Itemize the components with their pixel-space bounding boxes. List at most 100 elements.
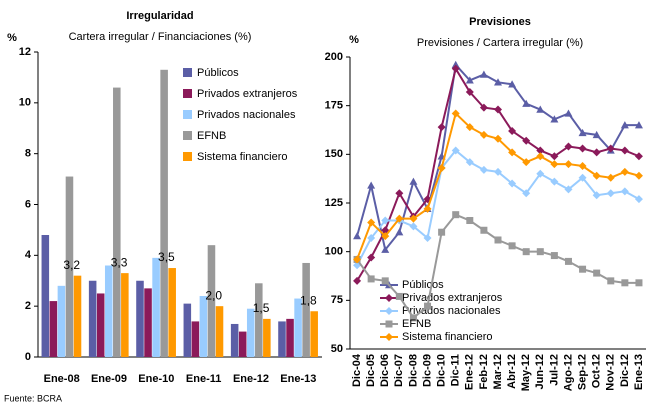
marker xyxy=(385,333,393,341)
bar xyxy=(238,331,247,357)
source: Fuente: BCRA xyxy=(4,393,62,403)
bar xyxy=(96,293,105,357)
value-label: 1,8 xyxy=(300,293,317,307)
marker xyxy=(423,234,432,243)
marker xyxy=(634,152,643,161)
marker xyxy=(451,109,460,118)
marker xyxy=(550,177,559,186)
marker xyxy=(550,160,559,169)
marker xyxy=(592,148,601,157)
x-tick-label: Ene-13 xyxy=(280,373,316,385)
marker xyxy=(578,173,587,182)
bar xyxy=(310,311,318,357)
marker xyxy=(367,218,376,227)
marker xyxy=(395,214,404,223)
x-tick-label: Nov-12 xyxy=(605,354,617,391)
bar xyxy=(183,303,192,357)
y-tick-label: 200 xyxy=(325,51,343,63)
marker xyxy=(620,167,629,176)
marker xyxy=(437,163,446,172)
marker xyxy=(451,146,460,155)
marker xyxy=(508,242,516,250)
legend-label: Sistema financiero xyxy=(197,151,288,163)
y-tick-label: 75 xyxy=(331,294,343,306)
marker xyxy=(409,314,417,322)
x-tick-label: Dic-08 xyxy=(407,354,419,387)
x-tick-label: Dic-05 xyxy=(365,354,377,387)
marker xyxy=(621,279,629,287)
legend-swatch xyxy=(183,152,192,161)
marker xyxy=(536,146,545,155)
y-tick-label: 4 xyxy=(25,249,32,261)
marker xyxy=(634,195,643,204)
bar xyxy=(246,308,255,357)
x-tick-label: Dic-12 xyxy=(619,354,631,387)
y-axis-label: % xyxy=(349,34,359,46)
marker xyxy=(592,191,601,200)
marker xyxy=(494,134,502,143)
bar xyxy=(136,280,144,357)
marker xyxy=(479,103,488,112)
x-tick-label: Ene-12 xyxy=(464,354,476,390)
y-tick-label: 8 xyxy=(25,148,31,160)
marker xyxy=(564,185,573,194)
marker xyxy=(451,60,460,68)
x-tick-label: Dic-09 xyxy=(421,354,433,387)
marker xyxy=(479,130,488,139)
x-tick-label: Dic-10 xyxy=(436,354,448,387)
y-tick-label: 6 xyxy=(25,198,31,210)
marker xyxy=(606,173,615,182)
marker xyxy=(508,80,517,88)
x-tick-label: Feb-12 xyxy=(478,354,490,389)
x-tick-label: Ene-10 xyxy=(138,373,174,385)
x-tick-label: Oct-12 xyxy=(591,354,603,388)
marker xyxy=(395,292,403,300)
chart-title: Previsiones xyxy=(469,16,531,28)
bar xyxy=(294,298,302,357)
marker xyxy=(385,294,393,302)
marker xyxy=(592,130,601,139)
x-tick-label: Dic-07 xyxy=(393,354,405,387)
x-tick-label: Ene-12 xyxy=(233,373,269,385)
marker xyxy=(479,165,488,174)
bar xyxy=(104,265,113,357)
marker xyxy=(634,171,643,180)
marker xyxy=(620,187,629,196)
value-label: 2,0 xyxy=(205,288,222,302)
y-tick-label: 10 xyxy=(19,97,31,109)
bar xyxy=(152,257,160,357)
legend-label: Públicos xyxy=(402,279,444,291)
marker xyxy=(353,232,362,240)
marker xyxy=(494,105,502,114)
marker xyxy=(494,236,502,244)
marker xyxy=(451,64,460,73)
marker xyxy=(607,277,615,285)
bar xyxy=(302,262,310,357)
bar xyxy=(121,273,129,357)
marker xyxy=(508,148,517,157)
marker xyxy=(409,177,418,185)
bar xyxy=(65,176,74,357)
x-tick-label: Jul-12 xyxy=(548,354,560,386)
marker xyxy=(635,279,643,287)
marker xyxy=(437,123,446,132)
marker xyxy=(409,214,418,223)
bar xyxy=(113,87,121,357)
marker xyxy=(522,136,531,145)
marker xyxy=(409,222,418,231)
marker xyxy=(522,248,530,256)
x-tick-label: Ene-13 xyxy=(633,354,645,390)
value-label: 3,3 xyxy=(111,255,128,269)
marker xyxy=(522,158,531,167)
marker xyxy=(395,228,404,236)
marker xyxy=(508,126,517,135)
bar xyxy=(278,321,286,357)
marker xyxy=(564,109,573,117)
marker xyxy=(564,142,573,151)
legend-label: EFNB xyxy=(197,130,226,142)
chart-subtitle: Cartera irregular / Financiaciones (%) xyxy=(69,31,252,43)
legend-swatch xyxy=(183,131,192,140)
chart-title: Irregularidad xyxy=(126,10,193,22)
x-tick-label: Dic-11 xyxy=(450,354,462,386)
